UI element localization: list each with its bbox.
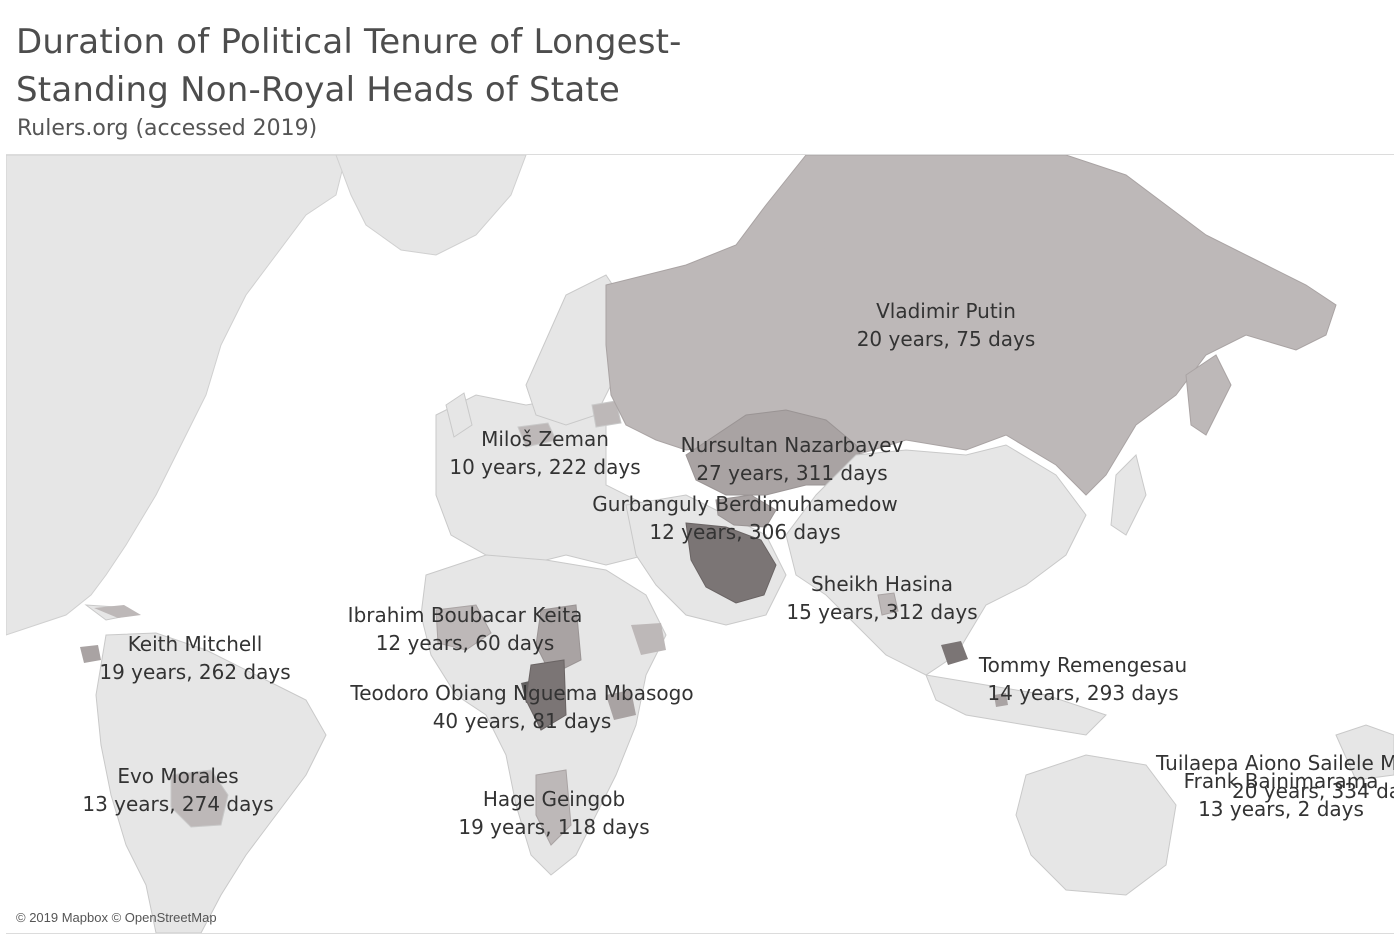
ruler-label-berdimuhamedow[interactable]: Gurbanguly Berdimuhamedow 12 years, 306 … [592, 490, 897, 546]
namibia [535, 769, 572, 846]
ruler-label-bainimarama[interactable]: Frank Bainimarama 13 years, 2 days [1184, 767, 1379, 823]
ruler-label-geingob[interactable]: Hage Geingob 19 years, 118 days [458, 785, 649, 841]
ethiopia-region [631, 623, 666, 655]
ruler-tenure: 19 years, 118 days [458, 815, 650, 839]
ruler-name: Evo Morales [117, 764, 239, 788]
ruler-name: Nursultan Nazarbayev [680, 433, 904, 457]
novaya-zemlya [796, 195, 826, 305]
ruler-name: Miloš Zeman [481, 427, 609, 451]
ruler-tenure: 27 years, 311 days [696, 461, 888, 485]
asia-landmass [785, 444, 1087, 676]
ruler-name: Vladimir Putin [876, 299, 1016, 323]
ruler-label-keita[interactable]: Ibrahim Boubacar Keita 12 years, 60 days [348, 601, 583, 657]
mali [435, 604, 492, 651]
congo-region [525, 659, 567, 731]
greenland [335, 155, 527, 256]
ruler-tenure: 12 years, 60 days [375, 631, 555, 655]
ruler-name: Ibrahim Boubacar Keita [347, 603, 583, 627]
southeast-asia [925, 674, 1107, 736]
ruler-label-tuilaepa[interactable]: Tuilaepa Aiono Sailele M 20 years, 334 d… [1156, 749, 1394, 805]
palau [994, 693, 1008, 707]
ruler-tenure: 10 years, 222 days [449, 455, 641, 479]
ruler-tenure: 14 years, 293 days [987, 681, 1179, 705]
ruler-label-obiang[interactable]: Teodoro Obiang Nguema Mbasogo 40 years, … [350, 679, 693, 735]
japan [1110, 454, 1147, 536]
ruler-tenure: 15 years, 312 days [786, 600, 978, 624]
ruler-tenure: 13 years, 274 days [82, 792, 274, 816]
ruler-label-morales[interactable]: Evo Morales 13 years, 274 days [82, 762, 273, 818]
bangladesh [877, 592, 899, 616]
ruler-label-putin[interactable]: Vladimir Putin 20 years, 75 days [857, 297, 1036, 353]
ruler-label-mitchell[interactable]: Keith Mitchell 19 years, 262 days [99, 630, 290, 686]
ruler-name: Hage Geingob [482, 787, 626, 811]
chart-subtitle: Rulers.org (accessed 2019) [17, 116, 318, 141]
cambodia [941, 641, 968, 665]
map-attribution[interactable]: © 2019 Mapbox © OpenStreetMap [16, 910, 217, 925]
ruler-tenure: 19 years, 262 days [99, 660, 291, 684]
ruler-tenure: 40 years, 81 days [432, 709, 612, 733]
ruler-label-remengesau[interactable]: Tommy Remengesau 14 years, 293 days [979, 651, 1187, 707]
ruler-label-nazarbayev[interactable]: Nursultan Nazarbayev 27 years, 311 days [681, 431, 904, 487]
turkmenistan [715, 494, 777, 528]
ruler-tenure: 20 years, 334 da [1232, 779, 1394, 803]
ruler-tenure: 20 years, 75 days [856, 327, 1036, 351]
north-america-landmass [6, 155, 347, 636]
ruler-tenure: 12 years, 306 days [649, 520, 841, 544]
bolivia [170, 769, 229, 828]
chart-title: Duration of Political Tenure of Longest-… [16, 22, 682, 110]
ruler-name: Tuilaepa Aiono Sailele M [1156, 751, 1394, 775]
ruler-tenure: 13 years, 2 days [1198, 797, 1364, 821]
czechia [517, 422, 557, 448]
belarus [591, 400, 622, 428]
uk [445, 392, 473, 438]
ruler-name: Teodoro Obiang Nguema Mbasogo [350, 681, 694, 705]
chad-region [535, 604, 582, 676]
australia [1015, 754, 1177, 896]
ruler-name: Keith Mitchell [127, 632, 263, 656]
kamchatka [1185, 354, 1232, 436]
ruler-label-zeman[interactable]: Miloš Zeman 10 years, 222 days [449, 425, 640, 481]
cuba [94, 605, 141, 618]
ruler-name: Frank Bainimarama [1183, 769, 1379, 793]
rwanda-region [606, 690, 636, 720]
ruler-name: Tommy Remengesau [978, 653, 1188, 677]
world-map[interactable]: Vladimir Putin 20 years, 75 days Miloš Z… [6, 154, 1394, 934]
ruler-name: Sheikh Hasina [810, 572, 954, 596]
ruler-label-hasina[interactable]: Sheikh Hasina 15 years, 312 days [786, 570, 977, 626]
pacific-islands [1335, 724, 1394, 781]
iran [685, 522, 777, 604]
grenada [80, 645, 101, 663]
map-canvas [6, 155, 1394, 933]
ruler-name: Gurbanguly Berdimuhamedow [592, 492, 898, 516]
